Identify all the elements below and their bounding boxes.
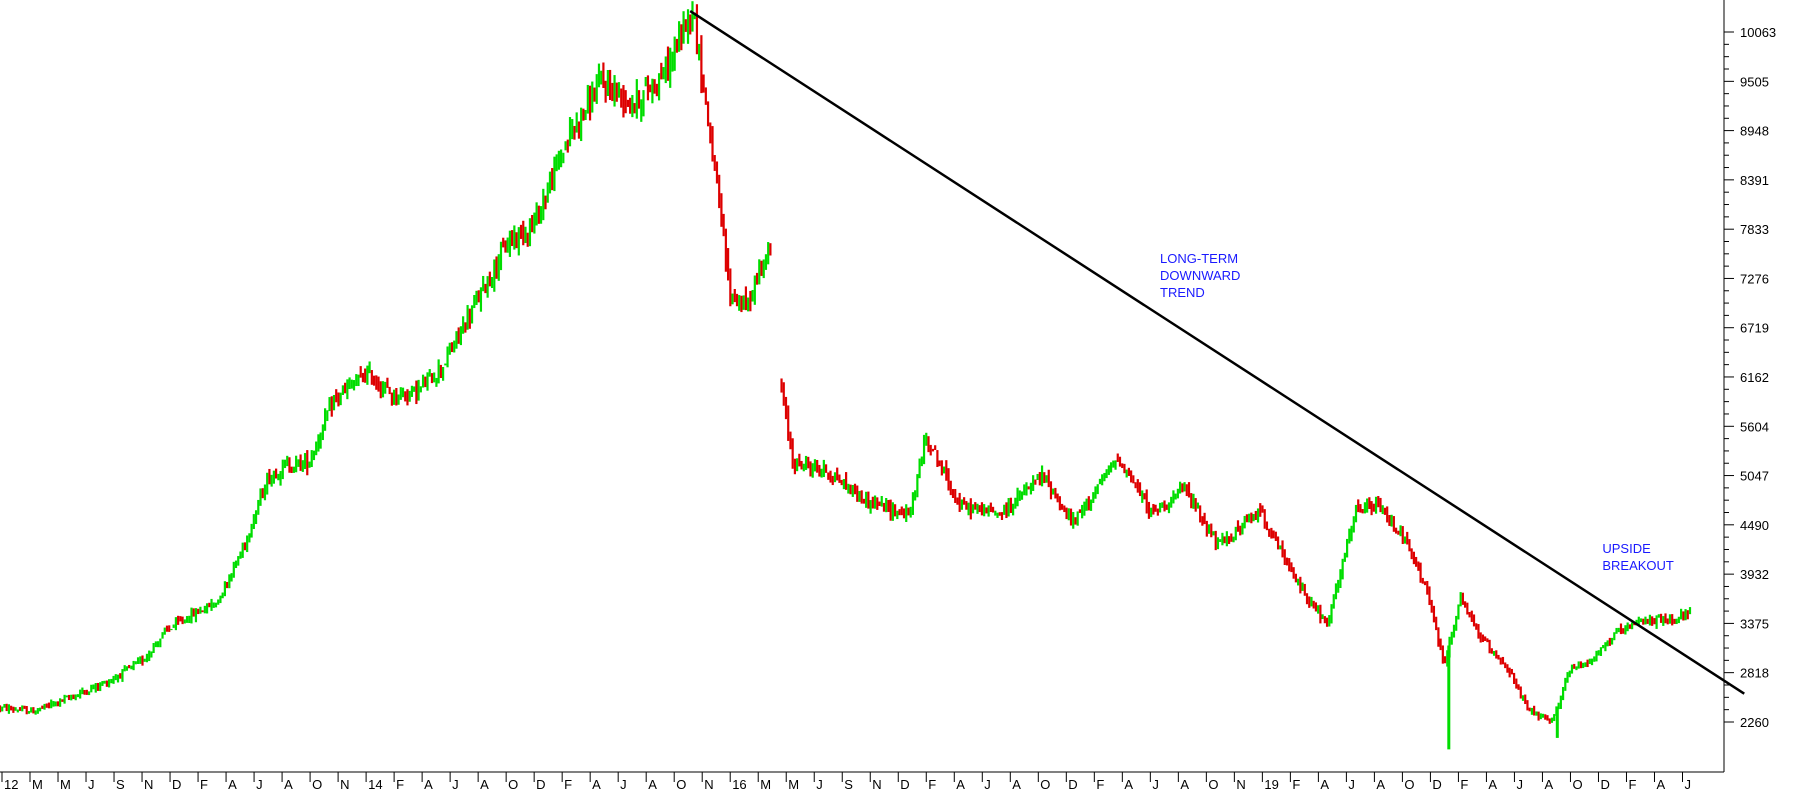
y-tick-label: 7833 <box>1740 222 1769 237</box>
y-tick-label: 3375 <box>1740 616 1769 631</box>
y-tick-label: 5047 <box>1740 469 1769 484</box>
x-tick-label: M <box>32 777 43 792</box>
x-tick-label: 14 <box>368 777 382 792</box>
x-tick-label: A <box>1488 777 1497 792</box>
x-tick-label: M <box>60 777 71 792</box>
x-tick-label: J <box>1152 777 1159 792</box>
x-tick-label: O <box>1404 777 1414 792</box>
x-tick-label: O <box>1040 777 1050 792</box>
y-tick-label: 8391 <box>1740 173 1769 188</box>
x-tick-label: D <box>536 777 545 792</box>
trendline-layer <box>689 9 1745 695</box>
y-tick-label: 5604 <box>1740 419 1769 434</box>
x-tick-label: N <box>704 777 713 792</box>
x-tick-label: F <box>1628 777 1636 792</box>
y-tick-label: 9505 <box>1740 74 1769 89</box>
x-tick-label: A <box>228 777 237 792</box>
x-tick-label: N <box>340 777 349 792</box>
x-tick-label: D <box>1600 777 1609 792</box>
x-tick-label: S <box>116 777 125 792</box>
x-tick-label: A <box>592 777 601 792</box>
y-tick-label: 3932 <box>1740 567 1769 582</box>
x-tick-label: A <box>1124 777 1133 792</box>
x-tick-label: A <box>1376 777 1385 792</box>
x-tick-label: J <box>1516 777 1523 792</box>
annotation-text: BREAKOUT <box>1602 558 1674 573</box>
y-tick-label: 6719 <box>1740 321 1769 336</box>
x-tick-label: 12 <box>4 777 18 792</box>
x-tick-label: D <box>1068 777 1077 792</box>
x-tick-label: N <box>872 777 881 792</box>
y-tick-label: 4490 <box>1740 518 1769 533</box>
x-tick-label: F <box>928 777 936 792</box>
x-tick-label: J <box>256 777 263 792</box>
annotation-text: TREND <box>1160 285 1205 300</box>
x-tick-label: J <box>1684 777 1691 792</box>
x-tick-label: N <box>144 777 153 792</box>
x-tick-label: O <box>1572 777 1582 792</box>
x-tick-label: O <box>1208 777 1218 792</box>
x-tick-label: F <box>396 777 404 792</box>
annotation-text: LONG-TERM <box>1160 251 1238 266</box>
x-tick-label: S <box>844 777 853 792</box>
x-tick-label: A <box>1656 777 1665 792</box>
x-tick-label: D <box>1432 777 1441 792</box>
plot-area: LONG-TERM DOWNWARD TREND UPSIDE BREAKOUT <box>0 1 1745 750</box>
x-tick-label: O <box>312 777 322 792</box>
y-tick-label: 8948 <box>1740 124 1769 139</box>
x-tick-label: J <box>88 777 95 792</box>
x-tick-label: J <box>452 777 459 792</box>
x-tick-label: F <box>1096 777 1104 792</box>
x-tick-label: A <box>1012 777 1021 792</box>
x-tick-label: 16 <box>732 777 746 792</box>
x-tick-label: A <box>1544 777 1553 792</box>
x-tick-label: N <box>1236 777 1245 792</box>
x-tick-label: A <box>956 777 965 792</box>
y-tick-label: 6162 <box>1740 370 1769 385</box>
x-axis: 12 M M J S N D F A J A O N 14 F A J A O D F A J A O N 16 M M J S N D F A J A… <box>0 771 1724 792</box>
annotations: LONG-TERM DOWNWARD TREND UPSIDE BREAKOUT <box>1160 251 1674 573</box>
y-axis: 2260 2818 3375 3932 4490 5047 5604 6162 6719 7276… <box>1723 0 1776 772</box>
x-tick-label: M <box>760 777 771 792</box>
y-tick-label: 10063 <box>1740 25 1776 40</box>
annotation-text: UPSIDE <box>1602 541 1651 556</box>
x-tick-label: F <box>1292 777 1300 792</box>
trendline <box>689 9 1745 695</box>
x-tick-label: A <box>1180 777 1189 792</box>
x-tick-label: A <box>480 777 489 792</box>
x-tick-label: F <box>200 777 208 792</box>
x-tick-label: J <box>1348 777 1355 792</box>
x-tick-label: F <box>1460 777 1468 792</box>
x-tick-label: O <box>676 777 686 792</box>
x-tick-label: M <box>788 777 799 792</box>
x-tick-label: J <box>984 777 991 792</box>
x-tick-label: O <box>508 777 518 792</box>
x-tick-label: 19 <box>1264 777 1278 792</box>
x-tick-label: J <box>620 777 627 792</box>
x-tick-label: A <box>284 777 293 792</box>
x-tick-label: D <box>900 777 909 792</box>
annotation-text: DOWNWARD <box>1160 268 1240 283</box>
x-tick-label: A <box>424 777 433 792</box>
y-tick-label: 2260 <box>1740 715 1769 730</box>
x-tick-labels: 12 M M J S N D F A J A O N 14 F A J A O D F A J A O N 16 M M J S N D F A J A… <box>1 772 1691 792</box>
x-tick-label: J <box>816 777 823 792</box>
x-tick-label: A <box>648 777 657 792</box>
x-tick-label: A <box>1320 777 1329 792</box>
y-tick-label: 7276 <box>1740 271 1769 286</box>
x-tick-label: F <box>564 777 572 792</box>
x-tick-label: D <box>172 777 181 792</box>
candlesticks <box>0 1 1692 750</box>
y-tick-label: 2818 <box>1740 666 1769 681</box>
y-tick-labels: 2260 2818 3375 3932 4490 5047 5604 6162 6719 7276… <box>1724 25 1776 730</box>
